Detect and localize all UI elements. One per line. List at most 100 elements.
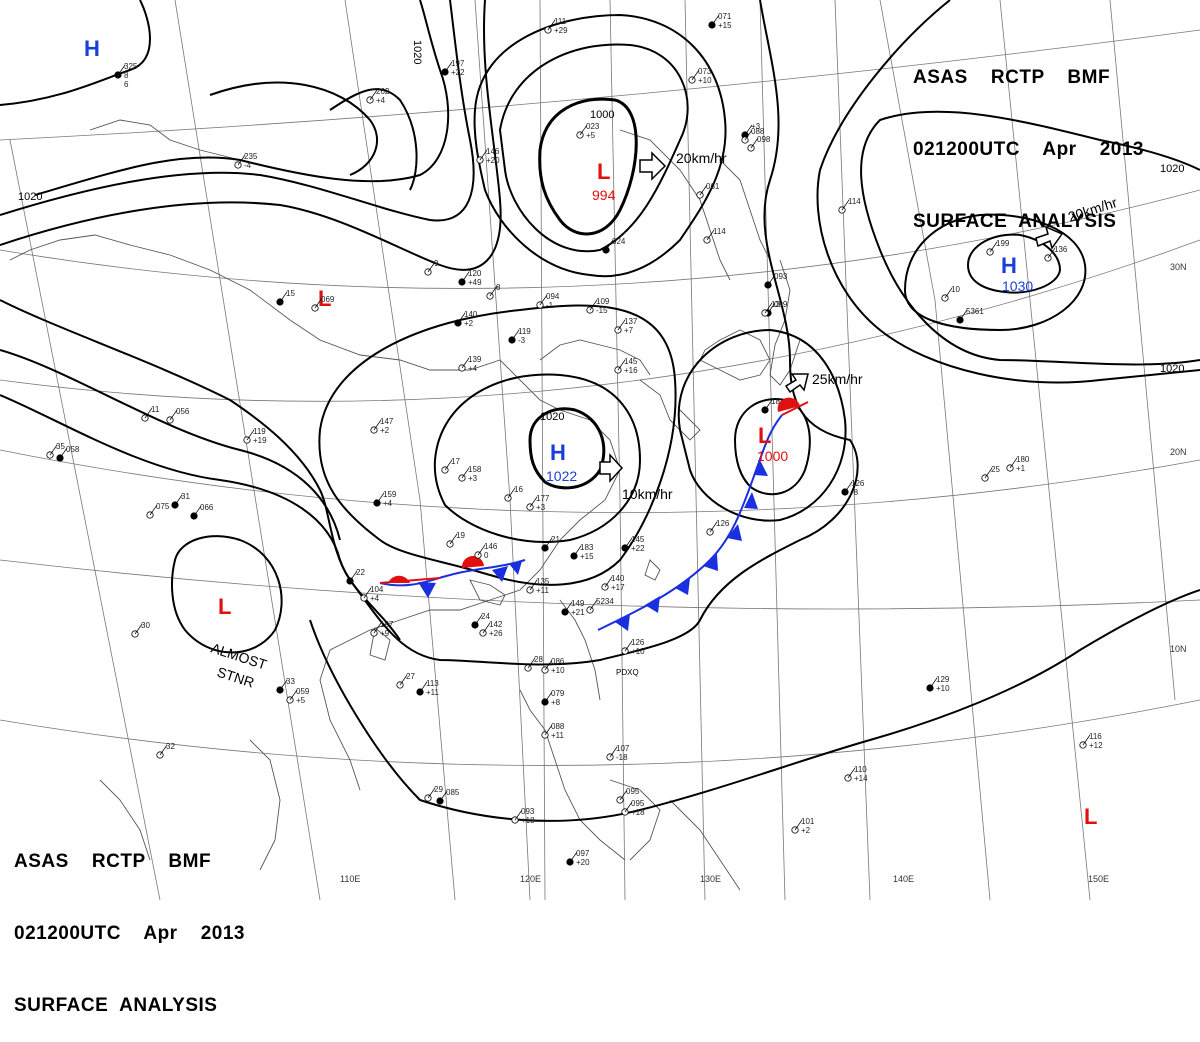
header-line-3: SURFACE ANALYSIS — [14, 995, 218, 1016]
station-plot: 120+49 — [458, 269, 482, 287]
station-plot: 13 — [761, 300, 780, 317]
station-plot: 9 — [424, 259, 439, 276]
station-plot: 079+8 — [541, 689, 565, 707]
station-value: 235 — [244, 152, 258, 161]
station-value: 066 — [200, 503, 214, 512]
station-plot: 145+16 — [614, 357, 638, 375]
station-plot: 119-3 — [508, 327, 531, 345]
wind-barb — [461, 357, 470, 369]
station-plot: 139+4 — [458, 355, 482, 373]
chart-header-top-right: ASAS RCTP BMF 021200UTC Apr 2013 SURFACE… — [913, 18, 1144, 258]
station-value: 056 — [176, 407, 190, 416]
station-plot: 177+3 — [526, 494, 550, 512]
station-plot: 023+5 — [576, 122, 600, 140]
station-plot: 024 — [602, 237, 626, 254]
station-plot: 098 — [747, 135, 771, 152]
station-plot: 126+10 — [621, 638, 645, 656]
wind-barb — [617, 319, 626, 331]
wind-barb — [624, 640, 633, 652]
wind-barb — [169, 409, 178, 421]
station-plot: 28 — [524, 655, 543, 672]
station-value: 146 — [486, 147, 500, 156]
station-value: +10 — [551, 666, 565, 675]
station-plot: 8 — [486, 283, 501, 300]
wind-barb — [449, 533, 458, 545]
station-value: 116 — [1089, 732, 1102, 741]
station-plot: 15 — [276, 289, 295, 306]
station-value: 088 — [551, 722, 565, 731]
station-plot: 088+11 — [541, 722, 565, 740]
station-plot: 149+21 — [561, 599, 585, 617]
station-value: 33 — [286, 677, 295, 686]
station-value: -8 — [851, 488, 859, 497]
station-plot: 126-8 — [841, 479, 865, 497]
wind-barb — [289, 689, 298, 701]
wind-barb — [544, 724, 553, 736]
station-value: 110 — [854, 765, 867, 774]
lon-label: 110E — [340, 874, 360, 884]
station-plot: 29 — [424, 785, 443, 802]
station-plot: 32 — [156, 742, 175, 759]
station-plot: 30 — [131, 621, 150, 638]
station-plots: 32586262+4235-4197+22146+20111+29071+150… — [46, 12, 1103, 867]
station-value: 139 — [468, 355, 482, 364]
station-plot: 059+5 — [286, 687, 310, 705]
station-plot: 10 — [941, 285, 960, 302]
wind-barb — [711, 14, 720, 26]
station-plot: 199 — [986, 239, 1010, 256]
wind-barb — [529, 579, 538, 591]
station-plot: 075 — [146, 502, 170, 519]
station-value: 095 — [631, 799, 645, 808]
station-plot: 158+3 — [458, 465, 482, 483]
wind-barb — [767, 302, 776, 314]
station-value: 180 — [1016, 455, 1030, 464]
station-value: 075 — [156, 502, 170, 511]
station-value: +2 — [380, 426, 390, 435]
lon-label: 150E — [1088, 874, 1109, 884]
wind-barb — [399, 674, 408, 686]
station-plot: 069 — [311, 295, 335, 312]
station-plot: 137+7 — [614, 317, 638, 335]
station-plot: 086+10 — [541, 657, 565, 675]
wind-barb — [569, 851, 578, 863]
station-plot: 071+15 — [708, 12, 732, 30]
station-value: 113 — [426, 679, 439, 688]
station-plot: 25 — [981, 465, 1000, 482]
station-value: +10 — [631, 647, 645, 656]
station-plot: 114 — [703, 227, 726, 244]
wind-barb — [617, 359, 626, 371]
header-line-2: 021200UTC Apr 2013 — [913, 139, 1144, 160]
station-plot: 21 — [541, 535, 560, 552]
station-value: +22 — [451, 68, 465, 77]
high-center-pacific: H — [1001, 253, 1017, 278]
wind-barb — [527, 657, 536, 669]
isobar-label: 1020 — [1160, 363, 1184, 375]
station-plot: 058 — [56, 445, 80, 462]
wind-barb — [844, 481, 853, 493]
station-value: +26 — [489, 629, 503, 638]
station-value: +19 — [253, 436, 267, 445]
wind-barb — [427, 261, 436, 273]
station-value: +15 — [580, 552, 594, 561]
station-value: 18 — [771, 397, 780, 406]
lon-label: 140E — [893, 874, 914, 884]
station-value: 140 — [464, 310, 478, 319]
wind-barb — [605, 239, 614, 251]
station-plot: 136 — [1044, 245, 1068, 262]
station-value: 059 — [296, 687, 310, 696]
station-value: 19 — [456, 531, 465, 540]
isobar-label: 1020 — [411, 40, 423, 64]
station-value: 099 — [774, 300, 788, 309]
station-value: 086 — [551, 657, 565, 666]
station-plot: 119+19 — [243, 427, 267, 445]
isobars — [0, 0, 1200, 822]
station-value: 079 — [551, 689, 565, 698]
wind-barb — [564, 601, 573, 613]
station-value: 114 — [848, 197, 861, 206]
wind-barb — [461, 467, 470, 479]
station-value: 11 — [151, 405, 160, 414]
station-plot: 085 — [436, 788, 460, 805]
station-value: +4 — [376, 96, 386, 105]
wind-barb — [511, 329, 520, 341]
